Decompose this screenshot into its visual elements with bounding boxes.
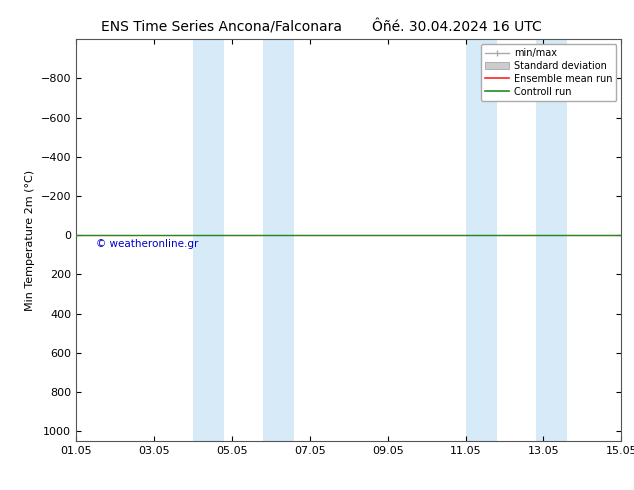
Text: ENS Time Series Ancona/Falconara: ENS Time Series Ancona/Falconara (101, 20, 342, 34)
Bar (465, 39, 496, 441)
Text: © weatheronline.gr: © weatheronline.gr (96, 239, 198, 249)
Bar (536, 39, 567, 441)
Bar (263, 39, 294, 441)
Text: Ôñé. 30.04.2024 16 UTC: Ôñé. 30.04.2024 16 UTC (372, 20, 541, 34)
Y-axis label: Min Temperature 2m (°C): Min Temperature 2m (°C) (25, 170, 35, 311)
Bar (193, 39, 224, 441)
Legend: min/max, Standard deviation, Ensemble mean run, Controll run: min/max, Standard deviation, Ensemble me… (481, 44, 616, 100)
